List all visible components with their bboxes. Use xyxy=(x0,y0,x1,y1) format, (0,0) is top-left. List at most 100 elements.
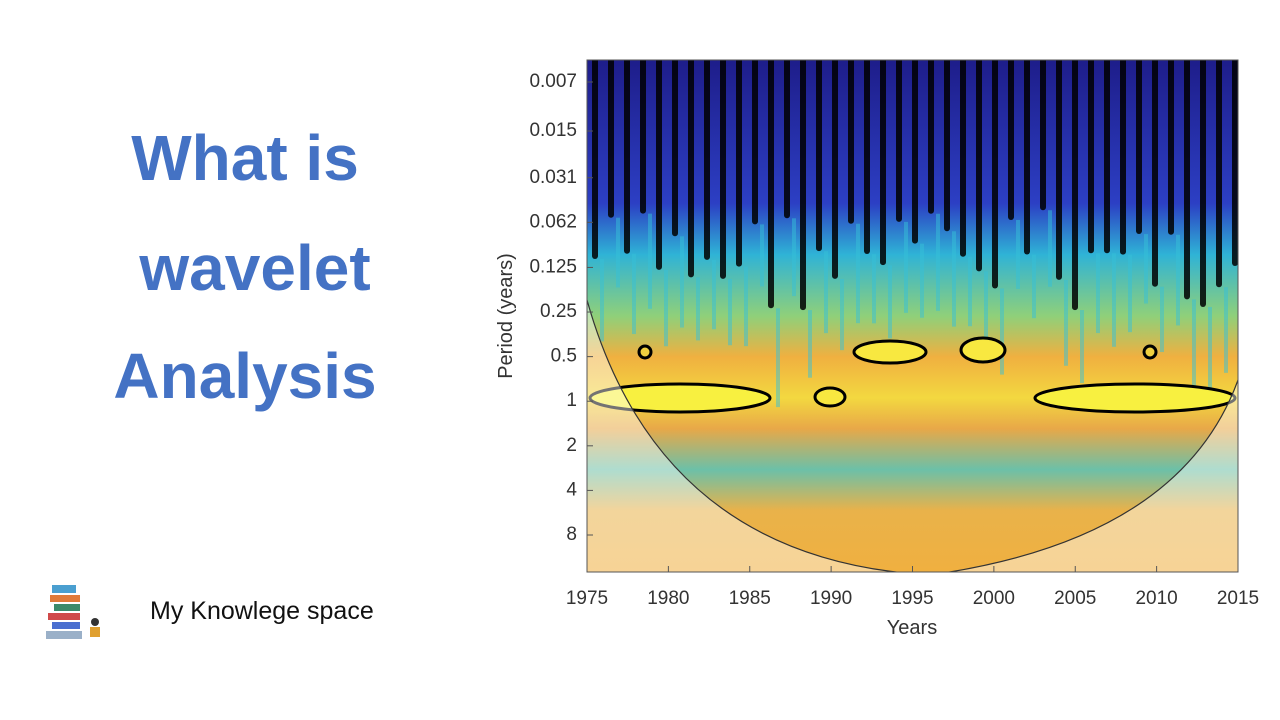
stripe xyxy=(808,310,812,378)
stripe xyxy=(1152,60,1158,287)
stripe xyxy=(1080,310,1084,384)
stripe xyxy=(1168,60,1174,235)
stripe xyxy=(800,60,806,311)
stripe xyxy=(816,60,822,252)
stripe xyxy=(912,60,918,244)
headline-line: What is xyxy=(131,122,359,194)
stripe xyxy=(904,221,908,313)
x-tick-label: 1990 xyxy=(810,588,852,609)
scalogram xyxy=(587,60,1244,572)
stripe xyxy=(744,266,748,347)
stripe xyxy=(1240,266,1244,327)
stripe xyxy=(768,60,774,309)
y-tick-label: 0.007 xyxy=(529,71,577,92)
stripe xyxy=(1136,60,1142,235)
stripe xyxy=(1160,286,1164,353)
stripe xyxy=(600,258,604,342)
stripe xyxy=(984,271,988,348)
stripe xyxy=(688,60,694,278)
stripe xyxy=(1064,279,1068,366)
stripe xyxy=(1120,60,1126,255)
stripe xyxy=(752,60,758,225)
stripe xyxy=(1232,60,1238,266)
stripe xyxy=(784,60,790,219)
stripe xyxy=(1216,60,1222,288)
stripe xyxy=(696,277,700,341)
stripe xyxy=(856,223,860,324)
stripe xyxy=(1072,60,1078,311)
stripe xyxy=(920,243,924,318)
stripe xyxy=(896,60,902,222)
x-tick-label: 2000 xyxy=(973,588,1015,609)
stripe xyxy=(616,217,620,288)
x-tick-label: 1995 xyxy=(891,588,933,609)
stripe xyxy=(720,60,726,279)
stripe xyxy=(632,253,636,335)
stripe xyxy=(880,60,886,266)
stripe xyxy=(1040,60,1046,211)
stripe xyxy=(1032,254,1036,319)
stripe xyxy=(656,60,662,270)
y-tick-label: 0.125 xyxy=(529,256,577,277)
stripe xyxy=(848,60,854,224)
stripe xyxy=(1112,253,1116,347)
stripe xyxy=(976,60,982,272)
stripe xyxy=(832,60,838,279)
x-tick-label: 2005 xyxy=(1054,588,1096,609)
stripe xyxy=(624,60,630,254)
stripe xyxy=(1192,299,1196,399)
stripe xyxy=(1016,219,1020,289)
stripe xyxy=(704,60,710,260)
x-axis-label: Years xyxy=(887,617,937,639)
stripe xyxy=(928,60,934,214)
stripe xyxy=(944,60,950,232)
x-tick-label: 1985 xyxy=(729,588,771,609)
y-tick-label: 4 xyxy=(566,479,577,500)
y-tick-label: 0.015 xyxy=(529,120,577,141)
y-tick-label: 8 xyxy=(566,524,577,545)
stripe xyxy=(1104,60,1110,254)
stripe xyxy=(992,60,998,289)
y-tick-label: 0.25 xyxy=(540,301,577,322)
stripe xyxy=(760,224,764,287)
stripe xyxy=(824,251,828,334)
stripe xyxy=(952,231,956,327)
stripe xyxy=(728,278,732,346)
logo xyxy=(46,585,100,639)
headline-line: Analysis xyxy=(113,340,376,412)
stripe xyxy=(936,213,940,311)
x-tick-label: 1980 xyxy=(647,588,689,609)
stripe xyxy=(792,218,796,297)
stripe xyxy=(1024,60,1030,255)
stripe xyxy=(1224,287,1228,373)
axes: 1975 1980 1985 1990 1995 2000 2005 2010 2015 0.00… xyxy=(529,71,1259,609)
stripe xyxy=(1200,60,1206,307)
stripe xyxy=(1144,234,1148,304)
stripe xyxy=(1056,60,1062,280)
brand: My Knowlege space xyxy=(150,597,374,625)
stripe xyxy=(608,60,614,218)
stripe xyxy=(960,60,966,257)
stripe xyxy=(840,278,844,351)
stripe xyxy=(1184,60,1190,300)
stripe xyxy=(864,60,870,255)
x-tick-label: 2010 xyxy=(1135,588,1177,609)
stripe xyxy=(872,254,876,324)
stripe xyxy=(680,236,684,328)
stripe xyxy=(1000,288,1004,375)
stripe xyxy=(1048,210,1052,287)
stripe xyxy=(712,259,716,330)
headline-line: wavelet xyxy=(138,232,370,304)
y-tick-label: 0.031 xyxy=(529,167,577,188)
stripe xyxy=(672,60,678,237)
stripe xyxy=(1128,254,1132,333)
y-tick-label: 1 xyxy=(566,390,577,411)
stripe xyxy=(648,213,652,309)
stripe xyxy=(664,269,668,347)
stripe xyxy=(1208,306,1212,402)
stripe xyxy=(888,265,892,339)
stripe xyxy=(640,60,646,214)
stripe xyxy=(1176,234,1180,326)
x-tick-label: 2015 xyxy=(1217,588,1259,609)
